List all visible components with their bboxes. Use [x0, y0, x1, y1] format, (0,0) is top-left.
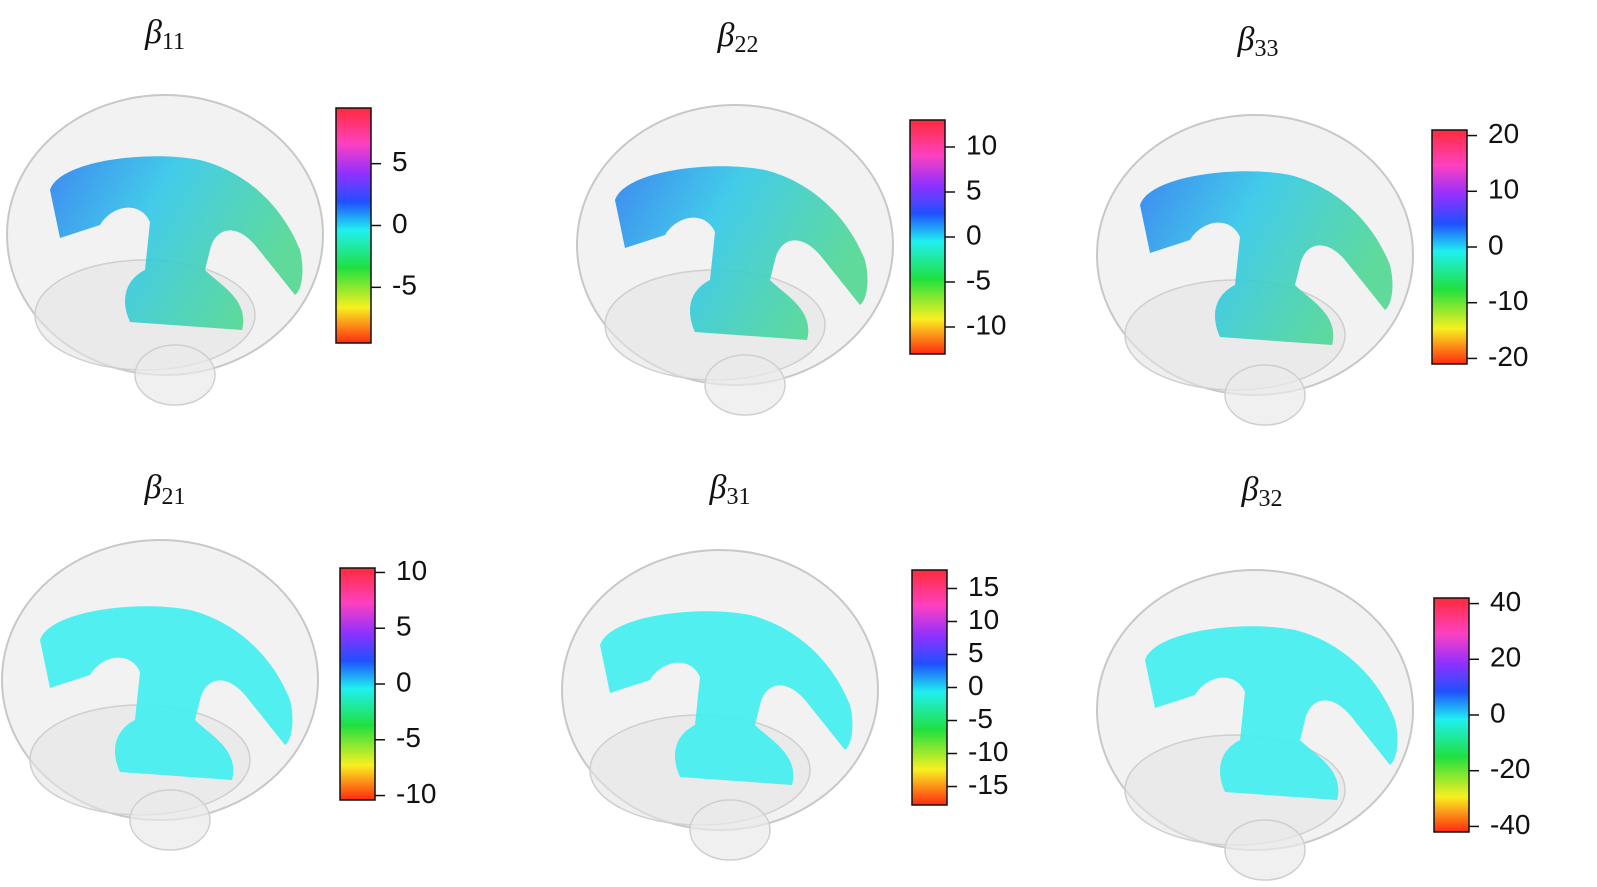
panel-title: β33	[1237, 21, 1279, 62]
colorbar-tick-label: -10	[968, 736, 1008, 767]
colorbar	[911, 569, 948, 806]
colorbar-tick-label: 0	[1488, 229, 1504, 260]
title-symbol: β	[717, 17, 735, 54]
panel: β11 5 0 -5	[6, 14, 417, 406]
brain-stem	[704, 354, 786, 416]
brain-stem	[1224, 364, 1306, 426]
panel: β32 40 20 0 -20 -40	[1096, 471, 1530, 881]
colorbar-tick-label: 0	[968, 670, 984, 701]
title-symbol: β	[1237, 21, 1255, 58]
colorbar-tick-label: 0	[396, 666, 412, 697]
colorbar-tick-label: 5	[392, 146, 408, 177]
colorbar-tick-label: -5	[966, 264, 991, 295]
colorbar-tick-label: 10	[396, 555, 427, 586]
panel-title: β31	[709, 469, 751, 510]
panel-title: β32	[1241, 471, 1283, 512]
title-symbol: β	[144, 14, 162, 51]
colorbar-tick-label: 0	[966, 219, 982, 250]
colorbar-tick-label: 5	[968, 637, 984, 668]
colorbar-tick-label: -20	[1490, 753, 1530, 784]
colorbar	[1431, 129, 1468, 365]
colorbar	[909, 119, 946, 355]
title-symbol: β	[144, 469, 162, 506]
title-symbol: β	[1241, 471, 1259, 508]
activation-region	[1145, 626, 1398, 800]
colorbar	[335, 107, 372, 344]
title-subscript: 22	[734, 32, 758, 58]
colorbar-tick-label: 15	[968, 571, 999, 602]
title-subscript: 33	[1254, 36, 1278, 62]
brain-stem	[1224, 819, 1306, 881]
panel-title: β22	[717, 17, 759, 58]
colorbar-tick-label: 40	[1490, 586, 1521, 617]
colorbar-tick-label: -5	[392, 270, 417, 301]
activation-region	[40, 606, 293, 780]
panel: β33 20 10 0 -10 -20	[1096, 21, 1528, 426]
colorbar-tick-label: 5	[396, 611, 412, 642]
colorbar-tick-label: -10	[1488, 285, 1528, 316]
colorbar	[1433, 597, 1470, 833]
colorbar-tick-label: 10	[966, 129, 997, 160]
activation-region	[50, 156, 303, 330]
title-subscript: 31	[726, 484, 750, 510]
colorbar-tick-label: -5	[968, 703, 993, 734]
colorbar-tick-label: -10	[396, 778, 436, 809]
title-subscript: 32	[1258, 486, 1282, 512]
brain-stem	[689, 799, 771, 861]
panel-title: β21	[144, 469, 186, 510]
colorbar-tick-label: 10	[968, 604, 999, 635]
colorbar-tick-label: 20	[1490, 642, 1521, 673]
title-symbol: β	[709, 469, 727, 506]
activation-region	[600, 611, 853, 785]
panel: β22 10 5 0 -5 -10	[576, 17, 1006, 416]
colorbar-tick-label: -40	[1490, 809, 1530, 840]
activation-region	[1140, 171, 1393, 345]
colorbar-tick-label: -10	[966, 309, 1006, 340]
colorbar-tick-label: 0	[392, 208, 408, 239]
colorbar-tick-label: 10	[1488, 174, 1519, 205]
colorbar-tick-label: 20	[1488, 118, 1519, 149]
panel: β21 10 5 0 -5 -10	[1, 469, 436, 851]
colorbar	[339, 567, 376, 801]
title-subscript: 11	[162, 29, 185, 55]
colorbar-tick-label: -5	[396, 722, 421, 753]
activation-region	[615, 166, 868, 340]
brain-stem	[134, 344, 216, 406]
title-subscript: 21	[161, 484, 185, 510]
colorbar-tick-label: 5	[966, 174, 982, 205]
brain-stem	[129, 789, 211, 851]
colorbar-tick-label: -20	[1488, 341, 1528, 372]
panel-title: β11	[144, 14, 185, 55]
colorbar-tick-label: -15	[968, 769, 1008, 800]
colorbar-tick-label: 0	[1490, 697, 1506, 728]
